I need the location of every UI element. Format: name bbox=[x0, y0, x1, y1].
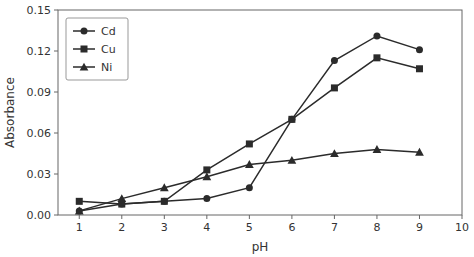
y-tick bbox=[54, 10, 58, 11]
x-tick bbox=[121, 215, 122, 219]
y-tick-label: 0.12 bbox=[27, 45, 52, 58]
x-tick bbox=[334, 215, 335, 219]
y-tick-label: 0.00 bbox=[27, 209, 52, 222]
legend-label: Cd bbox=[101, 25, 116, 38]
series-line bbox=[79, 149, 419, 211]
data-point bbox=[416, 65, 423, 72]
x-tick-label: 6 bbox=[288, 221, 295, 234]
data-point bbox=[373, 32, 380, 39]
y-tick bbox=[54, 133, 58, 134]
y-tick bbox=[54, 174, 58, 175]
data-point bbox=[161, 198, 168, 205]
series-line bbox=[79, 36, 419, 211]
series bbox=[75, 145, 424, 214]
data-point bbox=[415, 148, 424, 156]
x-tick bbox=[291, 215, 292, 219]
x-tick-label: 7 bbox=[331, 221, 338, 234]
data-point bbox=[160, 183, 169, 191]
chart-container: 1 2 3 4 5 6 7 8 9 10 0.00 0.03 0.06 0.09 0.12 0.15 pH Abs… bbox=[0, 0, 474, 257]
data-point bbox=[75, 207, 84, 215]
data-point bbox=[76, 198, 83, 205]
data-point bbox=[373, 54, 380, 61]
y-axis-label: Absorbance bbox=[3, 77, 17, 148]
data-point bbox=[246, 184, 253, 191]
y-tick bbox=[54, 51, 58, 52]
legend-box bbox=[66, 18, 128, 80]
data-point bbox=[288, 116, 295, 123]
x-tick-label: 1 bbox=[76, 221, 83, 234]
data-point bbox=[373, 145, 382, 153]
x-tick bbox=[249, 215, 250, 219]
x-tick-label: 2 bbox=[118, 221, 125, 234]
x-tick-label: 9 bbox=[416, 221, 423, 234]
data-point bbox=[202, 172, 211, 180]
legend-label: Cu bbox=[101, 43, 116, 56]
legend-label: Ni bbox=[101, 61, 112, 74]
data-point bbox=[331, 57, 338, 64]
y-tick bbox=[54, 215, 58, 216]
data-point bbox=[330, 149, 339, 157]
data-point bbox=[288, 116, 295, 123]
legend: Cd Cu Ni bbox=[66, 18, 128, 80]
data-point bbox=[117, 194, 126, 202]
data-point bbox=[288, 156, 297, 164]
y-tick-label: 0.03 bbox=[27, 168, 52, 181]
x-tick bbox=[419, 215, 420, 219]
data-point bbox=[203, 195, 210, 202]
legend-marker bbox=[81, 28, 88, 35]
data-point bbox=[161, 198, 168, 205]
legend-marker bbox=[80, 63, 89, 71]
data-point bbox=[246, 140, 253, 147]
axes: 1 2 3 4 5 6 7 8 9 10 0.00 0.03 0.06 0.09 0.12 0.15 bbox=[27, 4, 470, 234]
x-tick bbox=[462, 215, 463, 219]
y-tick-label: 0.09 bbox=[27, 86, 52, 99]
data-point bbox=[331, 84, 338, 91]
y-tick-label: 0.15 bbox=[27, 4, 52, 17]
x-tick-label: 4 bbox=[203, 221, 210, 234]
plot-frame bbox=[58, 10, 462, 215]
x-axis-label: pH bbox=[252, 240, 269, 254]
x-tick-label: 10 bbox=[455, 221, 469, 234]
x-tick bbox=[164, 215, 165, 219]
x-tick-label: 5 bbox=[246, 221, 253, 234]
x-tick bbox=[376, 215, 377, 219]
data-point bbox=[245, 160, 254, 168]
legend-marker bbox=[81, 46, 88, 53]
chart: 1 2 3 4 5 6 7 8 9 10 0.00 0.03 0.06 0.09 0.12 0.15 pH Abs… bbox=[0, 0, 474, 257]
y-tick bbox=[54, 92, 58, 93]
x-tick bbox=[206, 215, 207, 219]
x-tick-label: 3 bbox=[161, 221, 168, 234]
data-point bbox=[416, 46, 423, 53]
x-tick-label: 8 bbox=[373, 221, 380, 234]
x-tick bbox=[79, 215, 80, 219]
data-point bbox=[203, 166, 210, 173]
y-tick-label: 0.06 bbox=[27, 127, 52, 140]
series-line bbox=[79, 58, 419, 204]
